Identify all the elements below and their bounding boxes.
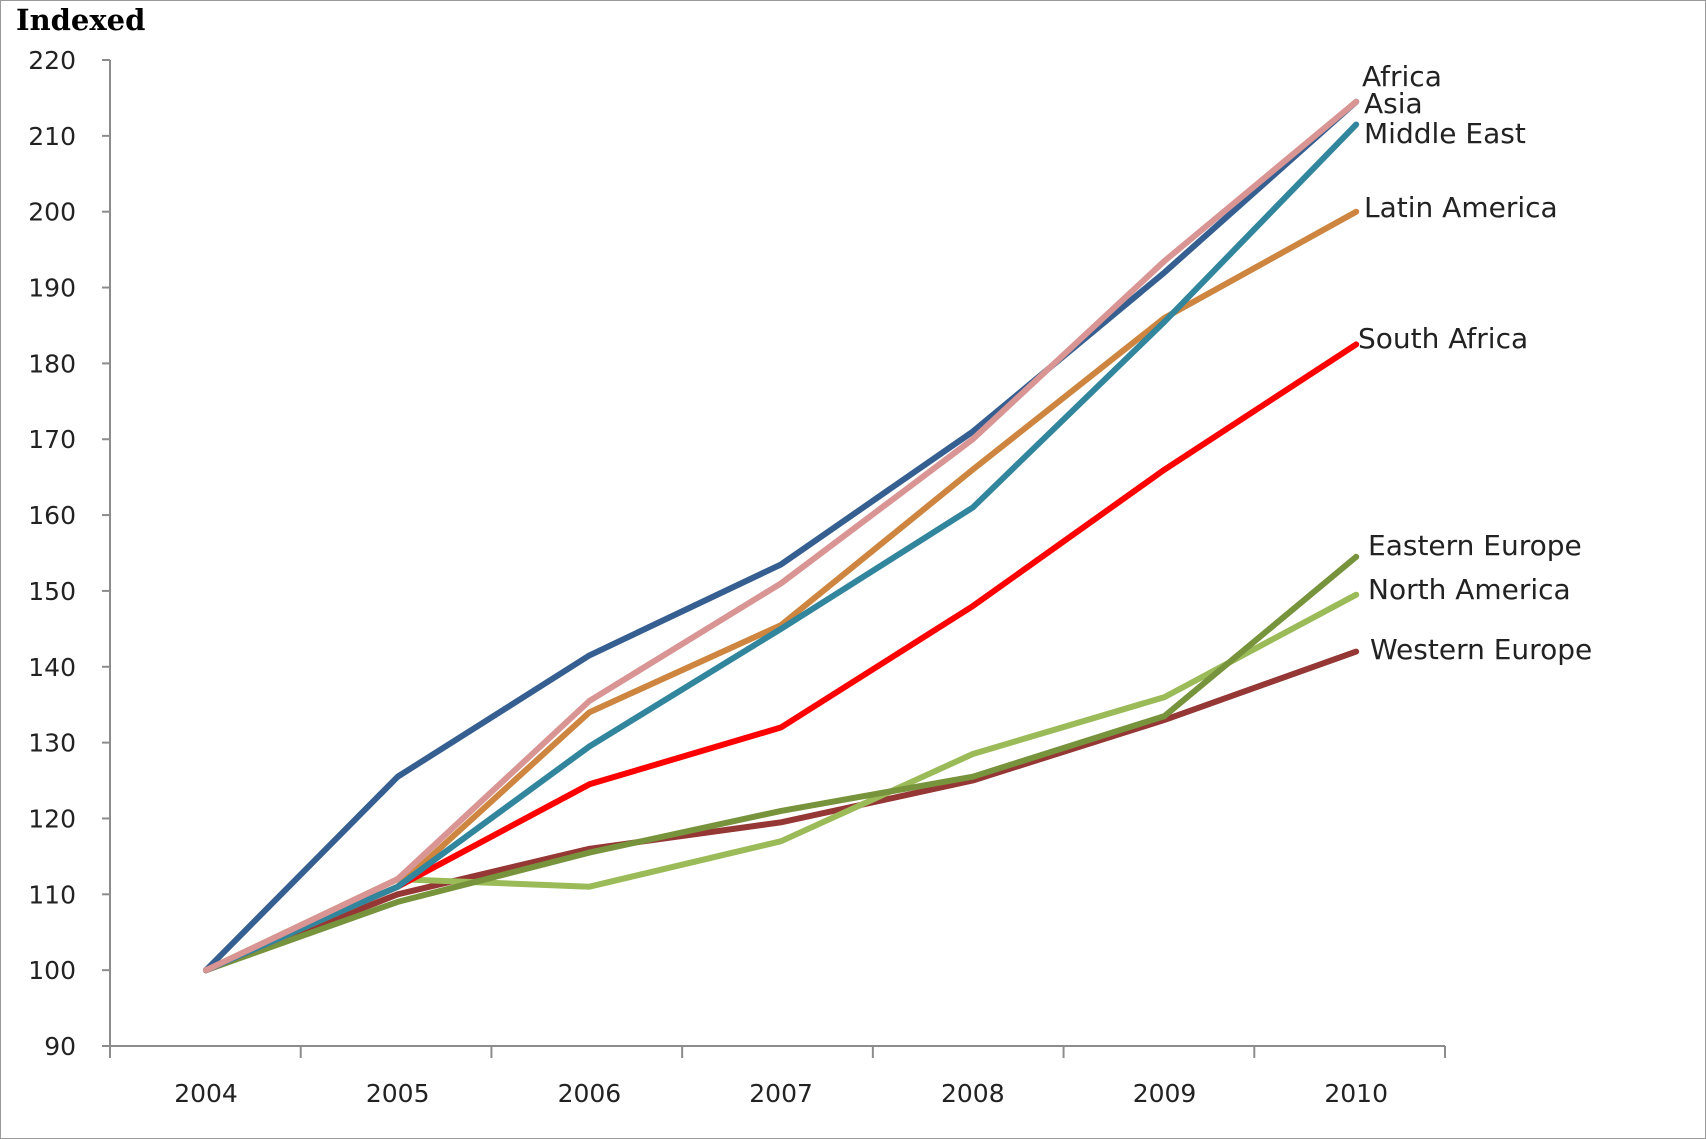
series-line-eastern-europe [203, 553, 1360, 974]
y-tick-label: 110 [28, 880, 76, 909]
y-tick-label: 180 [28, 349, 76, 378]
series-label-south-africa: South Africa [1358, 322, 1528, 355]
y-tick-label: 200 [28, 198, 76, 227]
series-lines [203, 98, 1360, 974]
series-line-south-africa [203, 341, 1360, 974]
y-tick-label: 160 [28, 501, 76, 530]
series-label-latin-america: Latin America [1364, 191, 1558, 224]
y-tick-label: 210 [28, 122, 76, 151]
y-tick-label: 140 [28, 653, 76, 682]
y-tick-label: 130 [28, 729, 76, 758]
x-tick-label: 2006 [558, 1079, 622, 1108]
series-line-western-europe [203, 648, 1360, 974]
series-line-middle-east [203, 121, 1360, 974]
y-axis-title: Indexed [16, 3, 145, 37]
x-tick-label: 2004 [174, 1079, 238, 1108]
x-tick-label: 2008 [941, 1079, 1005, 1108]
series-line-north-america [203, 591, 1360, 974]
y-tick-label: 170 [28, 425, 76, 454]
series-label-western-europe: Western Europe [1370, 633, 1592, 666]
x-tick-label: 2009 [1133, 1079, 1197, 1108]
series-line-africa [203, 98, 1360, 974]
y-tick-label: 190 [28, 274, 76, 303]
y-tick-label: 90 [44, 1032, 76, 1061]
series-line-asia [203, 98, 1360, 974]
y-tick-label: 220 [28, 46, 76, 75]
y-tick-labels: 90 100 110 120 130 140 150 160 170 180 190 200 210 22… [28, 46, 76, 1061]
x-tick-label: 2010 [1324, 1079, 1388, 1108]
x-tick-labels: 2004 2005 2006 2007 2008 2009 2010 [174, 1079, 1388, 1108]
series-label-middle-east: Middle East [1364, 117, 1526, 150]
y-tick-label: 100 [28, 956, 76, 985]
series-label-eastern-europe: Eastern Europe [1368, 529, 1582, 562]
series-label-africa: Africa [1362, 60, 1442, 93]
y-tick-label: 150 [28, 577, 76, 606]
series-label-north-america: North America [1368, 573, 1571, 606]
axes [102, 59, 1446, 1058]
x-tick-label: 2007 [749, 1079, 813, 1108]
series-label-asia: Asia [1364, 87, 1423, 120]
x-tick-label: 2005 [366, 1079, 430, 1108]
series-line-latin-america [203, 208, 1360, 974]
y-tick-label: 120 [28, 804, 76, 833]
